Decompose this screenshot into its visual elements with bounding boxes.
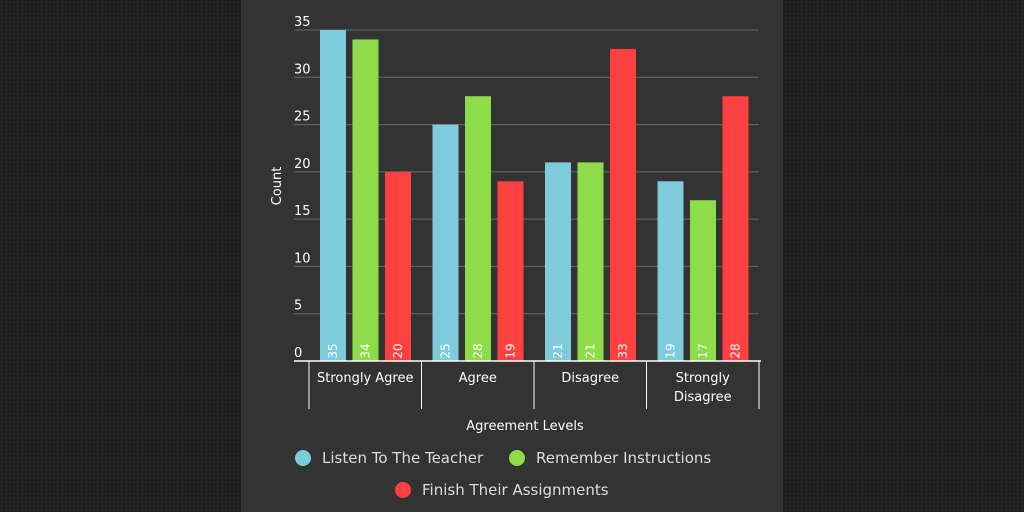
- bar: [610, 48, 636, 362]
- category-label: Strongly: [676, 371, 730, 386]
- chart-svg: 0 5 10 15 20 25 30 35 35 34 20 25 28 19 21 21 33 19 17 28 St…: [270, 15, 761, 499]
- legend-label: Listen To The Teacher: [322, 449, 484, 467]
- data-label: 17: [696, 343, 710, 358]
- x-axis-title: Agreement Levels: [466, 419, 584, 434]
- bar: [657, 181, 684, 361]
- bar: [690, 200, 716, 361]
- bar: [352, 39, 379, 361]
- legend-swatch: [395, 482, 411, 498]
- chart-panel: 0 5 10 15 20 25 30 35 35 34 20 25 28 19 21 21 33 19 17 28 St…: [241, 0, 783, 512]
- data-label: 20: [391, 343, 405, 358]
- data-label: 21: [551, 343, 565, 358]
- data-label: 33: [616, 343, 630, 358]
- y-tick-label: 25: [294, 110, 311, 125]
- data-label: 28: [729, 343, 743, 358]
- data-label: 25: [439, 343, 453, 358]
- legend-label: Finish Their Assignments: [422, 481, 609, 499]
- y-tick-label: 15: [294, 204, 311, 219]
- category-label: Agree: [459, 371, 497, 386]
- category-label: Disagree: [674, 390, 732, 405]
- data-label: 21: [584, 343, 598, 358]
- data-label: 19: [664, 343, 678, 358]
- legend-swatch: [509, 450, 525, 466]
- category-label: Disagree: [561, 371, 619, 386]
- y-tick-label: 20: [294, 157, 311, 172]
- data-label: 19: [504, 343, 518, 358]
- bar: [497, 181, 524, 361]
- bar: [545, 162, 571, 361]
- legend-swatch: [295, 450, 311, 466]
- data-label: 28: [471, 343, 485, 358]
- bar: [385, 171, 411, 361]
- y-tick-label: 0: [294, 346, 302, 361]
- y-tick-label: 10: [294, 251, 311, 266]
- bar: [320, 30, 346, 361]
- y-tick-label: 5: [294, 299, 302, 314]
- bar: [722, 96, 749, 361]
- y-axis-title: Count: [270, 167, 285, 206]
- bar: [432, 124, 459, 361]
- y-tick-label: 30: [294, 62, 311, 77]
- bar: [465, 96, 491, 361]
- y-tick-label: 35: [294, 15, 311, 30]
- bar: [577, 162, 604, 361]
- data-label: 35: [326, 343, 340, 358]
- category-label: Strongly Agree: [317, 371, 414, 386]
- data-label: 34: [359, 343, 373, 358]
- legend-label: Remember Instructions: [536, 449, 711, 467]
